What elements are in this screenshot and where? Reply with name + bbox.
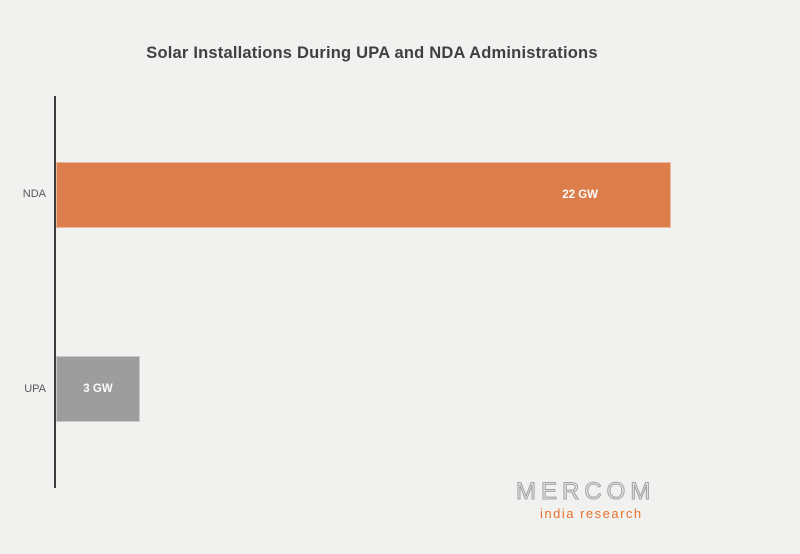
bar-value-nda: 22 GW xyxy=(562,189,598,201)
mercom-logo-brand: MERCOM xyxy=(515,478,656,505)
mercom-logo: MERCOM india research xyxy=(515,478,676,521)
category-label-upa: UPA xyxy=(24,383,46,395)
category-label-nda: NDA xyxy=(22,188,46,200)
chart-title: Solar Installations During UPA and NDA A… xyxy=(146,44,598,62)
mercom-logo-tagline: india research xyxy=(540,506,643,521)
bar-upa: 3 GW xyxy=(56,356,140,422)
bar-nda: 22 GW xyxy=(56,162,671,228)
bar-value-upa: 3 GW xyxy=(83,383,113,395)
y-axis-line xyxy=(54,96,56,488)
